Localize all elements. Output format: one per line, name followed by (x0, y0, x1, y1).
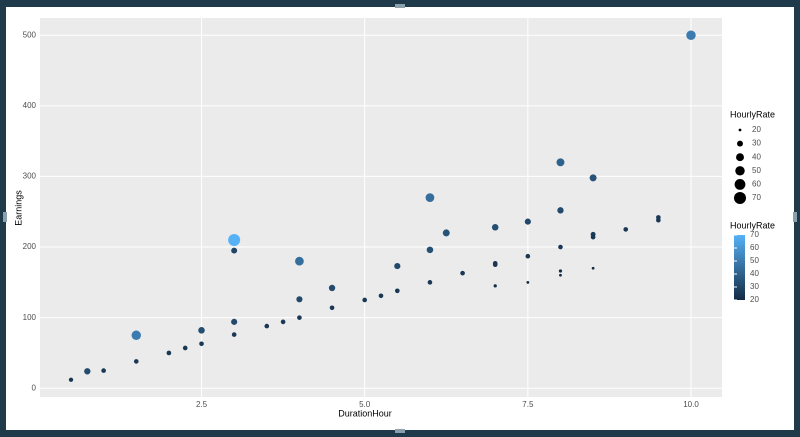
colorbar-label: 50 (750, 256, 759, 265)
x-axis-title: DurationHour (338, 408, 392, 418)
size-legend-title: HourlyRate (730, 109, 775, 119)
point (656, 217, 661, 223)
point (559, 273, 562, 277)
point (589, 174, 597, 182)
point (182, 345, 188, 351)
y-tick-label: 500 (23, 30, 37, 39)
x-tick-label: 2.5 (196, 400, 208, 409)
colorbar-label: 40 (750, 269, 759, 278)
y-tick-label: 100 (23, 313, 37, 322)
point (686, 30, 696, 40)
point (198, 327, 205, 334)
point (295, 256, 304, 266)
point (524, 218, 531, 225)
point (329, 305, 335, 311)
point (166, 350, 172, 356)
point (394, 263, 401, 270)
point (426, 246, 434, 254)
size-legend-key (737, 140, 743, 147)
point (378, 293, 384, 299)
point (623, 227, 629, 232)
handle[interactable] (793, 212, 797, 222)
point (231, 332, 237, 337)
size-legend-label: 30 (752, 139, 761, 148)
point (442, 229, 450, 237)
size-legend-key (738, 128, 742, 132)
y-tick-label: 300 (23, 172, 37, 181)
size-legend-label: 60 (752, 180, 761, 189)
point (231, 318, 238, 325)
point (526, 280, 530, 284)
x-tick-label: 5.0 (359, 400, 371, 409)
point (425, 193, 435, 202)
point (558, 244, 563, 250)
colorbar-label: 60 (750, 243, 759, 252)
handle[interactable] (395, 4, 405, 8)
colorbar-label: 70 (750, 230, 759, 239)
y-axis-title: Earnings (13, 190, 23, 226)
y-tick-label: 200 (23, 242, 37, 251)
colorbar-label: 20 (750, 295, 759, 304)
point (231, 247, 238, 254)
size-legend-label: 40 (752, 152, 761, 161)
point (491, 223, 499, 231)
point (427, 280, 433, 285)
point (296, 296, 303, 303)
point (84, 368, 91, 375)
panel (40, 18, 722, 397)
point (591, 266, 595, 270)
y-tick-label: 0 (32, 383, 37, 392)
point (492, 262, 498, 268)
point (556, 158, 565, 167)
point (68, 377, 74, 382)
point (394, 288, 400, 294)
point (525, 253, 531, 259)
point (590, 234, 596, 240)
size-legend-label: 20 (752, 125, 761, 134)
point (101, 368, 106, 373)
colorbar (734, 235, 745, 300)
point (362, 297, 368, 303)
point (264, 323, 270, 329)
y-tick-label: 400 (23, 101, 37, 110)
point (297, 315, 302, 320)
size-legend-label: 70 (752, 193, 761, 202)
point (280, 319, 286, 325)
size-legend-key (736, 153, 744, 162)
colorbar-label: 30 (750, 282, 759, 291)
point (460, 270, 465, 276)
x-tick-label: 7.5 (522, 400, 534, 409)
x-tick-label: 10.0 (683, 400, 699, 409)
size-legend-key (735, 166, 745, 176)
point (131, 330, 141, 341)
point (199, 341, 204, 347)
size-legend-label: 50 (752, 166, 761, 175)
size-legend-key (734, 178, 746, 190)
point (558, 269, 563, 273)
point (493, 284, 497, 288)
handle[interactable] (395, 429, 405, 433)
handle[interactable] (3, 212, 7, 222)
point (228, 233, 241, 246)
size-legend-key (734, 192, 746, 204)
point (133, 359, 139, 364)
color-legend-title: HourlyRate (730, 220, 775, 230)
point (557, 207, 564, 214)
point (328, 284, 336, 292)
